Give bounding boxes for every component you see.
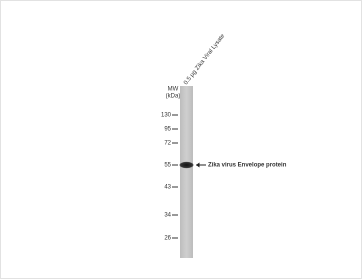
marker-label: 34 <box>164 213 171 219</box>
mw-header: (kDa) <box>166 94 181 100</box>
marker-label: 72 <box>164 141 171 147</box>
band-label: Zika virus Envelope protein <box>208 163 287 169</box>
marker-label: 43 <box>164 185 171 191</box>
marker-label: 130 <box>161 113 172 119</box>
blot-figure: 0.5 µg Zika Viral Lysate MW (kDa) 130957… <box>0 0 362 279</box>
marker-label: 55 <box>164 163 171 169</box>
band-annotation: Zika virus Envelope protein <box>196 163 287 169</box>
mw-header: MW <box>168 87 179 93</box>
band <box>180 162 194 168</box>
marker-label: 26 <box>164 236 171 242</box>
page: 0.5 µg Zika Viral Lysate MW (kDa) 130957… <box>0 0 362 279</box>
marker-label: 95 <box>164 127 171 133</box>
lane <box>180 86 193 258</box>
